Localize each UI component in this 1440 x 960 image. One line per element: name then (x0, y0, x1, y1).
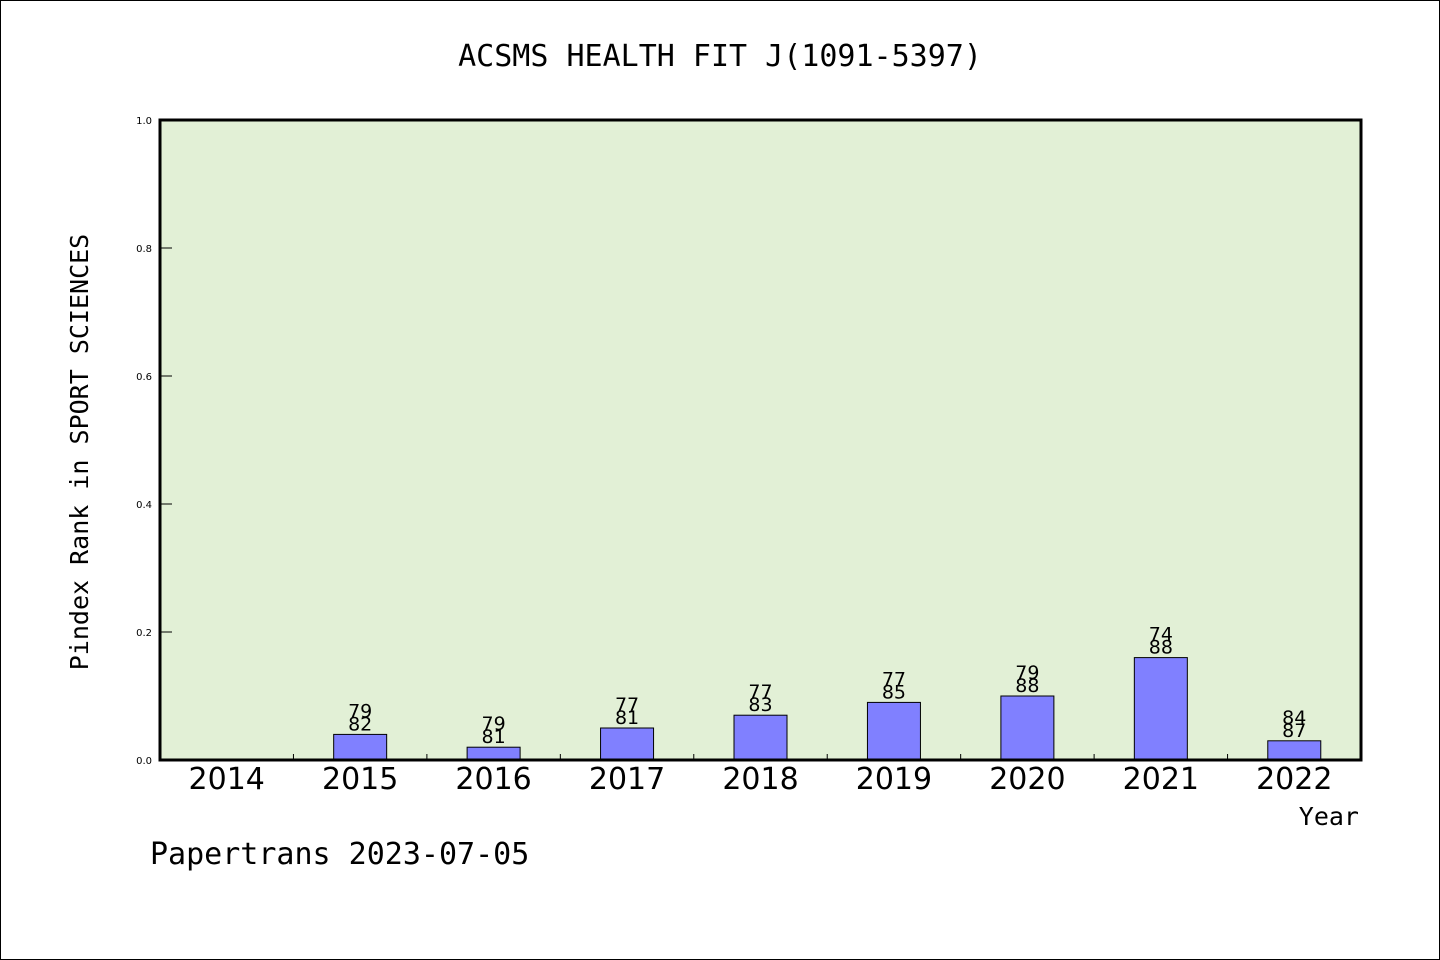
y-axis-label: Pindex Rank in SPORT SCIENCES (65, 234, 94, 671)
bar-label-top: 77 (615, 694, 639, 716)
y-tick-label: 0.8 (136, 244, 152, 255)
chart-title: ACSMS HEALTH FIT J(1091-5397) (458, 39, 982, 74)
bar-2021 (1133, 657, 1188, 761)
bar-label-top: 79 (348, 700, 372, 722)
bar-2015 (333, 733, 388, 761)
x-tick-label: 2019 (856, 762, 932, 797)
bar-label-bottom: 82 (348, 713, 372, 735)
x-tick-label: 2017 (589, 762, 665, 797)
bar-label-bottom: 87 (1282, 720, 1306, 742)
x-tick-label: 2020 (989, 762, 1065, 797)
x-tick-label: 2022 (1256, 762, 1332, 797)
x-tick-label: 2015 (322, 762, 398, 797)
bar-label-top: 74 (1149, 624, 1173, 646)
bar-label-top: 79 (1015, 662, 1039, 684)
x-tick-label: 2021 (1123, 762, 1199, 797)
x-axis-label: Year (1299, 802, 1359, 831)
bar-2022 (1267, 740, 1322, 761)
bar-label-bottom: 85 (882, 681, 906, 703)
bar-label-top: 84 (1282, 707, 1306, 729)
plot-border (158, 118, 1363, 762)
bar-label-bottom: 81 (615, 707, 639, 729)
x-tick-label: 2016 (455, 762, 531, 797)
y-tick-label: 0.4 (136, 500, 152, 511)
bar-label-bottom: 83 (748, 694, 772, 716)
x-tick-label: 2018 (722, 762, 798, 797)
bar-2019 (866, 701, 921, 761)
y-tick-label: 0.2 (136, 628, 152, 639)
bar-2018 (733, 714, 788, 761)
bar-label-bottom: 88 (1015, 675, 1039, 697)
bar-2017 (600, 727, 655, 761)
x-ticks-group: 2014 2015 2016 2017 2018 2019 2020 2021 2022 (189, 754, 1332, 797)
bar-label-top: 77 (882, 668, 906, 690)
bar-2016 (466, 746, 521, 761)
bar-label-top: 79 (482, 713, 506, 735)
plot-area (160, 120, 1361, 760)
x-tick-label: 2014 (189, 762, 265, 797)
y-tick-label: 0.0 (136, 756, 152, 767)
bar-label-bottom: 88 (1149, 637, 1173, 659)
footer-credit: Papertrans 2023-07-05 (150, 837, 529, 872)
bar-label-bottom: 81 (482, 726, 506, 748)
y-ticks-group: 0.0 0.2 0.4 0.6 0.8 1.0 (136, 116, 172, 767)
bar-label-top: 77 (748, 681, 772, 703)
bar-2020 (1000, 695, 1055, 761)
y-tick-label: 1.0 (136, 116, 152, 127)
y-tick-label: 0.6 (136, 372, 152, 383)
